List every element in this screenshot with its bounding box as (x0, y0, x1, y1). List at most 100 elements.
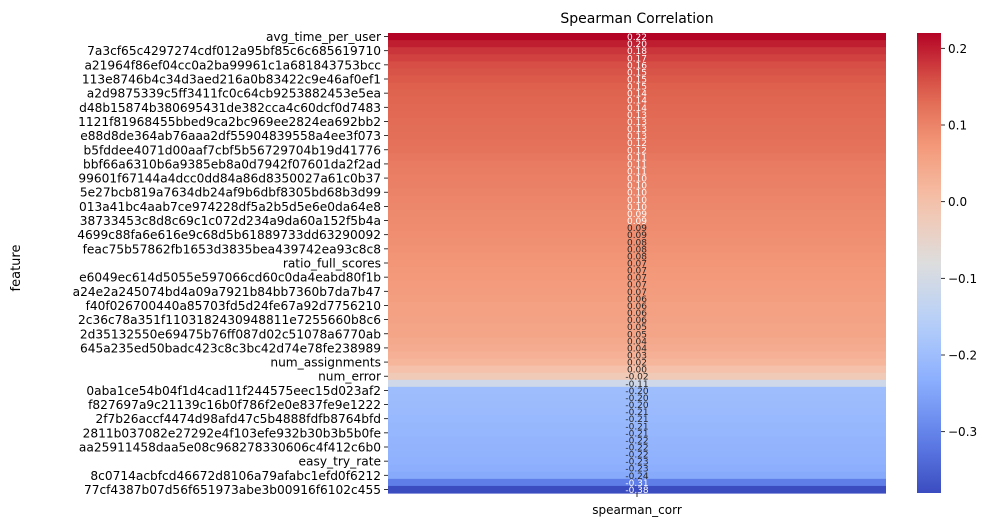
y-tick-label: 0aba1ce54b04f1d4cad11f244575eec15d023af2 (86, 384, 381, 398)
colorbar-tick-label: −0.3 (948, 425, 977, 439)
heatmap-cell (388, 393, 886, 402)
heatmap-cell (388, 478, 886, 487)
heatmap-cell (388, 443, 886, 452)
heatmap-cell (388, 61, 886, 69)
heatmap-cell (388, 75, 886, 84)
x-axis-ticks: spearman_corr (592, 493, 682, 517)
heatmap-cell (388, 195, 886, 204)
cell-value-label: 0.18 (627, 47, 647, 57)
cell-value-label: 0.22 (627, 33, 647, 43)
y-tick-label: bbf66a6310b6a9385eb8a0d7942f07601da2f2ad (83, 157, 381, 171)
heatmap-cell (388, 436, 886, 445)
cell-value-label: 0.02 (627, 359, 647, 369)
cell-value-label: -0.22 (625, 444, 648, 454)
cell-value-label: 0.10 (627, 182, 647, 192)
y-tick-label: 2811b037082e27292e4f103efe932b30b3b5b0fe (83, 426, 381, 440)
y-tick-label: f40f026700440a85703fd5d24fe67a92d7756210 (86, 299, 381, 313)
cell-value-label: -0.22 (625, 436, 648, 446)
heatmap-cell (388, 379, 886, 388)
cell-value-label: 0.15 (627, 68, 647, 78)
y-tick-label: a21964f86ef04cc0a2ba99961c1a681843753bcc (84, 58, 381, 72)
heatmap-cell (388, 273, 886, 282)
cell-value-label: -0.21 (625, 422, 648, 432)
y-tick-label: 2d35132550e69475b76ff087d02c51078a6770ab (80, 327, 381, 341)
y-tick-label: avg_time_per_user (266, 30, 382, 44)
colorbar (917, 33, 941, 493)
cell-value-label: 0.15 (627, 76, 647, 86)
cell-value-label: 0.13 (627, 125, 647, 135)
colorbar-tick-label: 0.2 (948, 42, 967, 56)
heatmap-cell (388, 464, 886, 473)
cell-value-label: -0.31 (625, 479, 648, 489)
chart-title: Spearman Correlation (560, 11, 713, 27)
y-tick-label: b5fddee4071d00aaf7cbf5b56729704b19d41776 (84, 143, 382, 157)
cell-value-label: 0.03 (627, 352, 647, 362)
cell-value-label: 0.20 (627, 40, 647, 50)
y-tick-label: 4699c88fa6e616e9c68d5b61889733dd63290092 (77, 228, 381, 242)
heatmap-cell (388, 117, 886, 126)
cell-value-label: 0.07 (627, 267, 647, 277)
cell-value-label: 0.15 (627, 83, 647, 93)
heatmap-cell (388, 323, 886, 331)
y-tick-label: 1121f81968455bbed9ca2bc969ee2824ea692bb2 (78, 115, 381, 129)
heatmap-cell (388, 252, 886, 261)
cell-value-label: 0.08 (627, 245, 647, 255)
heatmap-cell (388, 89, 886, 98)
heatmap-cell (388, 160, 886, 169)
y-tick-label: e88d8de364ab76aaa2df55904839558a4ee3f073 (80, 129, 381, 143)
y-tick-label: 2c36c78a351f1103182430948811e7255660b8c6 (78, 313, 381, 327)
cell-value-label: 0.14 (627, 90, 647, 100)
cell-value-label: 0.08 (627, 238, 647, 248)
cell-value-label: -0.20 (625, 394, 649, 404)
cell-value-label: 0.07 (627, 274, 647, 284)
heatmap-cell (388, 259, 886, 268)
cell-value-label: 0.13 (627, 118, 647, 128)
cell-value-label: -0.11 (625, 380, 648, 390)
cell-value-label: -0.23 (625, 465, 648, 475)
cell-value-label: 0.11 (627, 153, 647, 163)
heatmap-cell (388, 132, 886, 140)
cell-value-label: 0.09 (627, 224, 647, 234)
heatmap-cell (388, 351, 886, 360)
heatmap-cell (388, 422, 886, 430)
heatmap-cell (388, 358, 886, 367)
y-axis-ticks: avg_time_per_user7a3cf65c4297274cdf012a9… (73, 30, 388, 497)
heatmap-cell (388, 309, 886, 317)
heatmap-cell (388, 110, 886, 119)
cell-value-label: 0.05 (627, 323, 647, 333)
colorbar-tick-label: −0.1 (948, 272, 977, 286)
colorbar-tick-label: −0.2 (948, 349, 977, 363)
heatmap-cell (388, 450, 886, 459)
y-tick-label: a24e2a245074bd4a09a7921b84bb7360b7da7b47 (73, 285, 381, 299)
heatmap-cell (388, 231, 886, 239)
heatmap-cell (388, 82, 886, 91)
heatmap-cell (388, 266, 886, 275)
heatmap-cell (388, 54, 886, 62)
y-tick-label: 7a3cf65c4297274cdf012a95bf85c6c685619710 (87, 44, 381, 58)
y-tick-label: 99601f67144a4dcc0dd84a86d8350027a61c0b37 (78, 172, 381, 186)
cell-value-label: 0.10 (627, 196, 647, 206)
heatmap-cell (388, 301, 886, 310)
colorbar-tick-label: 0.1 (948, 119, 967, 133)
cell-value-label: 0.08 (627, 252, 647, 262)
heatmap-cell (388, 471, 886, 480)
heatmap-cell (388, 47, 886, 55)
y-tick-label: 8c0714acbfcd46672d8106a79afabc1efd0f6212 (90, 469, 381, 483)
cell-value-label: 0.13 (627, 132, 647, 142)
heatmap-cell (388, 125, 886, 133)
cell-value-label: 0.17 (627, 54, 647, 64)
cell-value-label: -0.38 (625, 486, 649, 496)
y-tick-label: a2d9875339c5ff3411fc0c64cb9253882453e5ea (87, 87, 381, 101)
heatmap-cell (388, 153, 886, 161)
heatmap-cell (388, 139, 886, 147)
heatmap-cell (388, 294, 886, 303)
y-tick-label: f827697a9c21139c16b0f786f2e0e837fe9e1222 (88, 398, 381, 412)
cell-value-label: -0.20 (625, 401, 649, 411)
cell-value-label: 0.06 (627, 309, 647, 319)
heatmap-cell (388, 330, 886, 338)
heatmap-cell (388, 280, 886, 289)
heatmap-cell (388, 337, 886, 345)
cell-value-label: 0.06 (627, 302, 647, 312)
cell-value-label: 0.10 (627, 203, 647, 213)
